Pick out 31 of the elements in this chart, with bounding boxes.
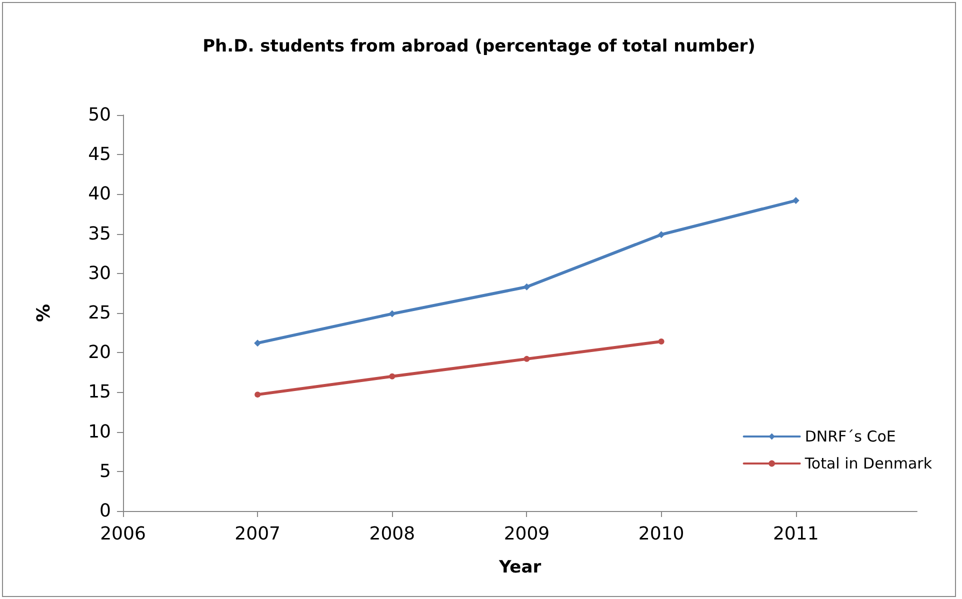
point: [658, 338, 664, 345]
y-tick-label: 35: [88, 223, 111, 244]
point: [388, 310, 396, 318]
y-tick-label: 20: [88, 342, 111, 364]
legend-label: Total in Denmark: [804, 454, 932, 472]
x-tick-label: 2006: [100, 524, 146, 544]
y-tick-label: 45: [88, 144, 111, 166]
x-tick-label: 2009: [504, 524, 550, 544]
point: [254, 340, 262, 347]
chart-title: Ph.D. students from abroad (percentage of total number): [202, 36, 756, 56]
point: [524, 356, 530, 362]
x-tick-label: 2008: [369, 524, 416, 544]
x-axis-title: Year: [498, 558, 542, 578]
y-tick-label: 10: [88, 421, 111, 442]
y-tick-label: 50: [88, 104, 111, 126]
x-tick-label: 2007: [234, 524, 280, 544]
point: [254, 392, 261, 398]
y-tick-label: 5: [100, 460, 111, 482]
x-tick-label: 2010: [638, 524, 684, 544]
y-tick-label: 0: [100, 500, 111, 522]
y-tick-label: 25: [88, 302, 111, 324]
y-axis-title: %: [34, 304, 54, 322]
legend-label: DNRF´s CoE: [804, 428, 896, 446]
y-tick-label: 15: [88, 382, 111, 403]
y-tick-label: 40: [88, 184, 111, 205]
point: [792, 197, 800, 204]
y-tick-label: 30: [88, 262, 111, 284]
point: [658, 231, 665, 238]
point: [523, 283, 530, 290]
point: [389, 373, 396, 380]
x-tick-label: 2011: [772, 524, 819, 544]
